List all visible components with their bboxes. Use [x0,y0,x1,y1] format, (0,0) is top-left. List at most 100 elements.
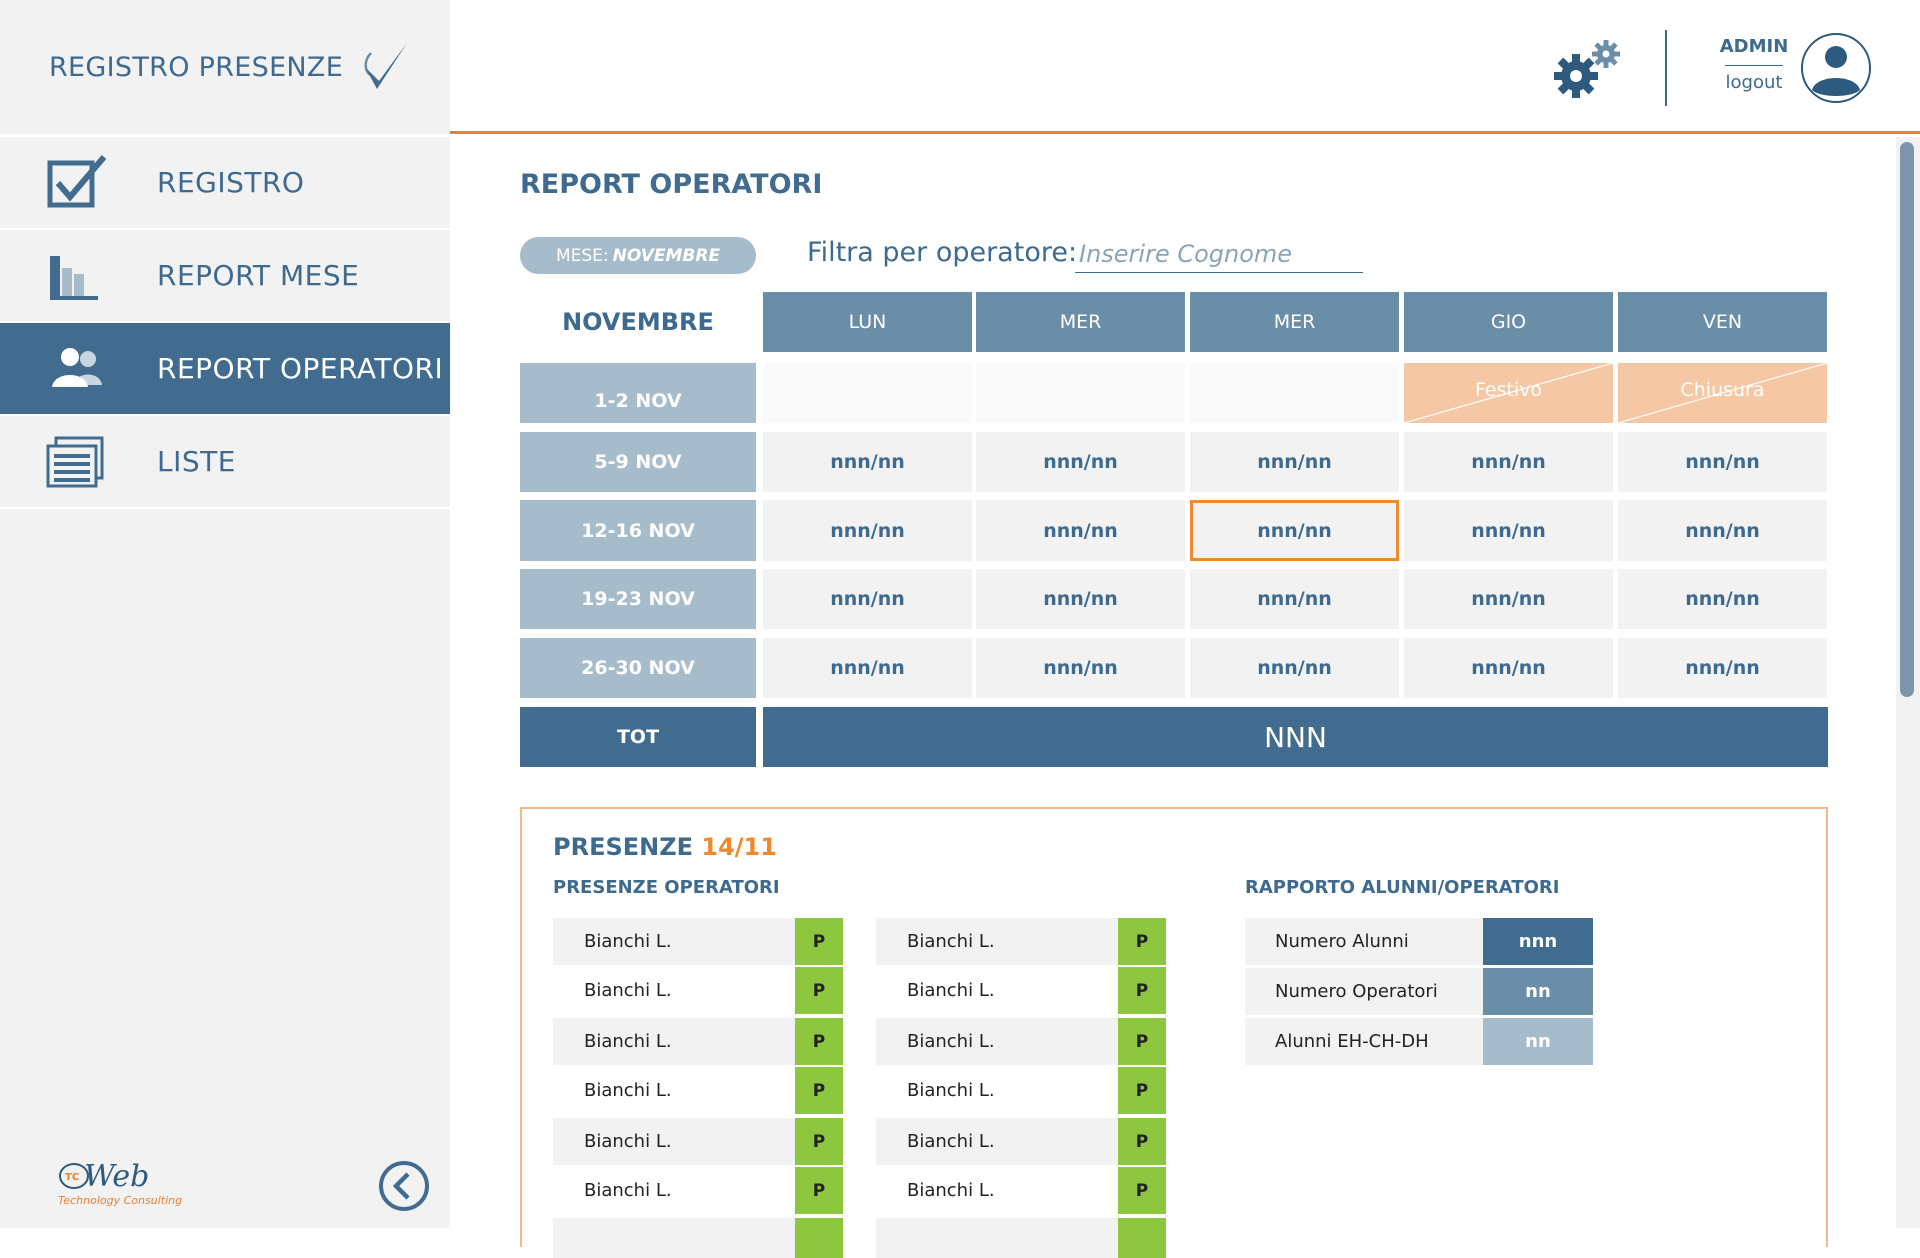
sidebar-item-registro[interactable]: REGISTRO [0,137,450,230]
operator-row: Bianchi L. P [876,1018,1166,1065]
ratio-row: Numero Operatori nn [1245,968,1593,1015]
day-cell[interactable]: nnn/nn [976,638,1185,698]
operator-name: Bianchi L. [584,931,672,952]
presence-badge[interactable]: P [1118,967,1166,1014]
calendar-month-label: NOVEMBRE [562,308,714,336]
special-day-label: Festivo [1474,379,1543,401]
day-cell[interactable]: nnn/nn [1404,500,1613,561]
sidebar-item-liste[interactable]: LISTE [0,416,450,509]
brand[interactable]: REGISTRO PRESENZE [0,0,450,134]
presence-badge[interactable]: P [795,918,843,965]
sidebar-item-report-mese[interactable]: REPORT MESE [0,230,450,323]
day-cell[interactable]: nnn/nn [1190,638,1399,698]
operator-name: Bianchi L. [907,1031,995,1052]
presence-badge-partial [1118,1218,1166,1258]
day-cell[interactable]: nnn/nn [1618,432,1827,492]
day-cell[interactable]: nnn/nn [763,638,972,698]
operator-name: Bianchi L. [907,1131,995,1152]
presence-badge[interactable]: P [795,1118,843,1165]
day-cell[interactable]: nnn/nn [1404,432,1613,492]
day-cell[interactable]: nnn/nn [1190,500,1399,561]
presence-badge[interactable]: P [795,1067,843,1114]
collapse-sidebar-icon[interactable] [378,1160,430,1212]
users-icon [44,339,108,399]
operator-row: Bianchi L. P [553,967,843,1014]
day-cell[interactable]: nnn/nn [1618,500,1827,561]
sidebar-item-report-operatori[interactable]: REPORT OPERATORI [0,323,450,416]
operator-row: Bianchi L. P [553,1118,843,1165]
day-cell[interactable]: Chiusura [1618,363,1827,423]
week-label: 26-30 NOV [520,638,756,698]
operator-row: Bianchi L. P [876,1067,1166,1114]
day-cell[interactable]: nnn/nn [1618,638,1827,698]
presence-badge[interactable]: P [795,1167,843,1214]
day-cell[interactable]: nnn/nn [763,500,972,561]
operator-row: Bianchi L. P [876,918,1166,965]
presenze-panel: PRESENZE 14/11 PRESENZE OPERATORI RAPPOR… [520,807,1828,1258]
ratio-label: Alunni EH-CH-DH [1275,1031,1429,1052]
day-cell[interactable]: nnn/nn [763,569,972,629]
day-header: LUN [763,292,972,352]
day-cell[interactable]: nnn/nn [1190,432,1399,492]
settings-gear-icon[interactable] [1550,36,1624,102]
presence-badge[interactable]: P [1118,918,1166,965]
day-header: GIO [1404,292,1613,352]
diagonal-strike-decoration [1404,363,1613,423]
month-prefix: MESE: [555,245,609,266]
ratio-value: nn [1483,968,1593,1015]
ratio-value: nn [1483,1018,1593,1065]
day-cell [976,363,1185,423]
day-cell[interactable]: nnn/nn [976,569,1185,629]
operator-row: Bianchi L. P [553,918,843,965]
ratio-value: nnn [1483,918,1593,965]
presence-badge[interactable]: P [1118,1118,1166,1165]
operator-name: Bianchi L. [584,1131,672,1152]
presenze-title-a: PRESENZE [553,833,694,861]
total-label: TOT [520,707,756,767]
day-cell[interactable]: nnn/nn [976,432,1185,492]
day-cell[interactable]: nnn/nn [763,432,972,492]
presence-badge[interactable]: P [795,1018,843,1065]
week-label: 5-9 NOV [520,432,756,492]
operator-row: Bianchi L. P [876,1167,1166,1214]
app-header: REGISTRO PRESENZE [0,0,1920,134]
diagonal-strike-decoration [1618,363,1827,423]
user-divider [1725,65,1783,66]
presence-badge[interactable]: P [1118,1167,1166,1214]
ratio-row: Alunni EH-CH-DH nn [1245,1018,1593,1065]
day-cell[interactable]: nnn/nn [1190,569,1399,629]
logo-tagline: Technology Consulting [58,1194,182,1207]
operator-filter-input[interactable] [1075,235,1363,273]
avatar-icon[interactable] [1800,32,1872,104]
scrollbar-thumb[interactable] [1900,142,1914,697]
main-content: REPORT OPERATORI MESE: NOVEMBRE Filtra p… [450,137,1896,1258]
logout-link[interactable]: logout [1725,72,1783,93]
logo-brand: Web [84,1159,149,1194]
day-cell[interactable]: nnn/nn [1404,569,1613,629]
day-cell[interactable]: nnn/nn [976,500,1185,561]
day-cell[interactable]: Festivo [1404,363,1613,423]
presence-badge[interactable]: P [795,967,843,1014]
operator-name: Bianchi L. [907,980,995,1001]
operator-name: Bianchi L. [584,1080,672,1101]
special-day-label: Chiusura [1680,379,1765,401]
app-title: REGISTRO PRESENZE [49,51,344,83]
ratio-row: Numero Alunni nnn [1245,918,1593,965]
presence-badge[interactable]: P [1118,1067,1166,1114]
user-box: ADMIN logout [1704,36,1804,102]
day-cell [1190,363,1399,423]
page-title-a: REPORT [520,169,640,200]
operator-row: Bianchi L. P [876,1118,1166,1165]
day-header: MER [1190,292,1399,352]
presenze-date: 14/11 [701,833,777,861]
month-value: NOVEMBRE [612,245,721,266]
month-selector[interactable]: MESE: NOVEMBRE [520,237,756,274]
day-cell[interactable]: nnn/nn [1618,569,1827,629]
day-cell[interactable]: nnn/nn [1404,638,1613,698]
sidebar-item-label: REPORT MESE [157,259,360,292]
week-label: 1-2 NOV [520,363,756,423]
operator-name: Bianchi L. [907,1080,995,1101]
presenze-title: PRESENZE 14/11 [553,833,777,861]
ratio-label: Numero Operatori [1275,981,1438,1002]
presence-badge[interactable]: P [1118,1018,1166,1065]
